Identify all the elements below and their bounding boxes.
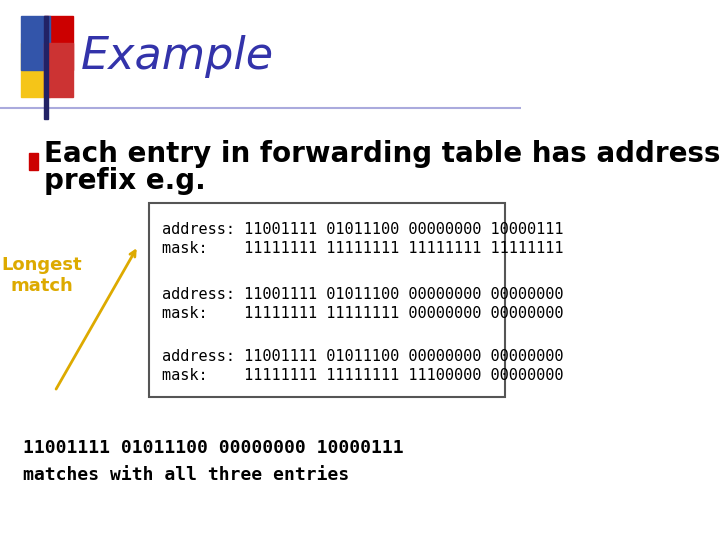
Text: matches with all three entries: matches with all three entries [24,466,350,484]
Bar [21,16,50,70]
Text: mask:    11111111 11111111 11100000 00000000: mask: 11111111 11111111 11100000 0000000… [161,368,563,383]
Text: address: 11001111 01011100 00000000 10000111: address: 11001111 01011100 00000000 1000… [161,222,563,237]
Text: Each entry in forwarding table has address +: Each entry in forwarding table has addre… [45,140,720,168]
Bar [45,16,48,119]
Bar [21,43,50,97]
Text: prefix e.g.: prefix e.g. [45,167,206,195]
Text: mask:    11111111 11111111 00000000 00000000: mask: 11111111 11111111 00000000 0000000… [161,306,563,321]
Text: mask:    11111111 11111111 11111111 11111111: mask: 11111111 11111111 11111111 1111111… [161,241,563,256]
Bar [45,16,73,70]
Text: Longest
match: Longest match [1,256,82,295]
Text: Example: Example [81,35,274,78]
FancyBboxPatch shape [148,202,505,397]
Text: 11001111 01011100 00000000 10000111: 11001111 01011100 00000000 10000111 [24,439,404,457]
Text: address: 11001111 01011100 00000000 00000000: address: 11001111 01011100 00000000 0000… [161,349,563,364]
Bar [45,43,73,97]
Bar [29,153,38,170]
Text: address: 11001111 01011100 00000000 00000000: address: 11001111 01011100 00000000 0000… [161,287,563,302]
